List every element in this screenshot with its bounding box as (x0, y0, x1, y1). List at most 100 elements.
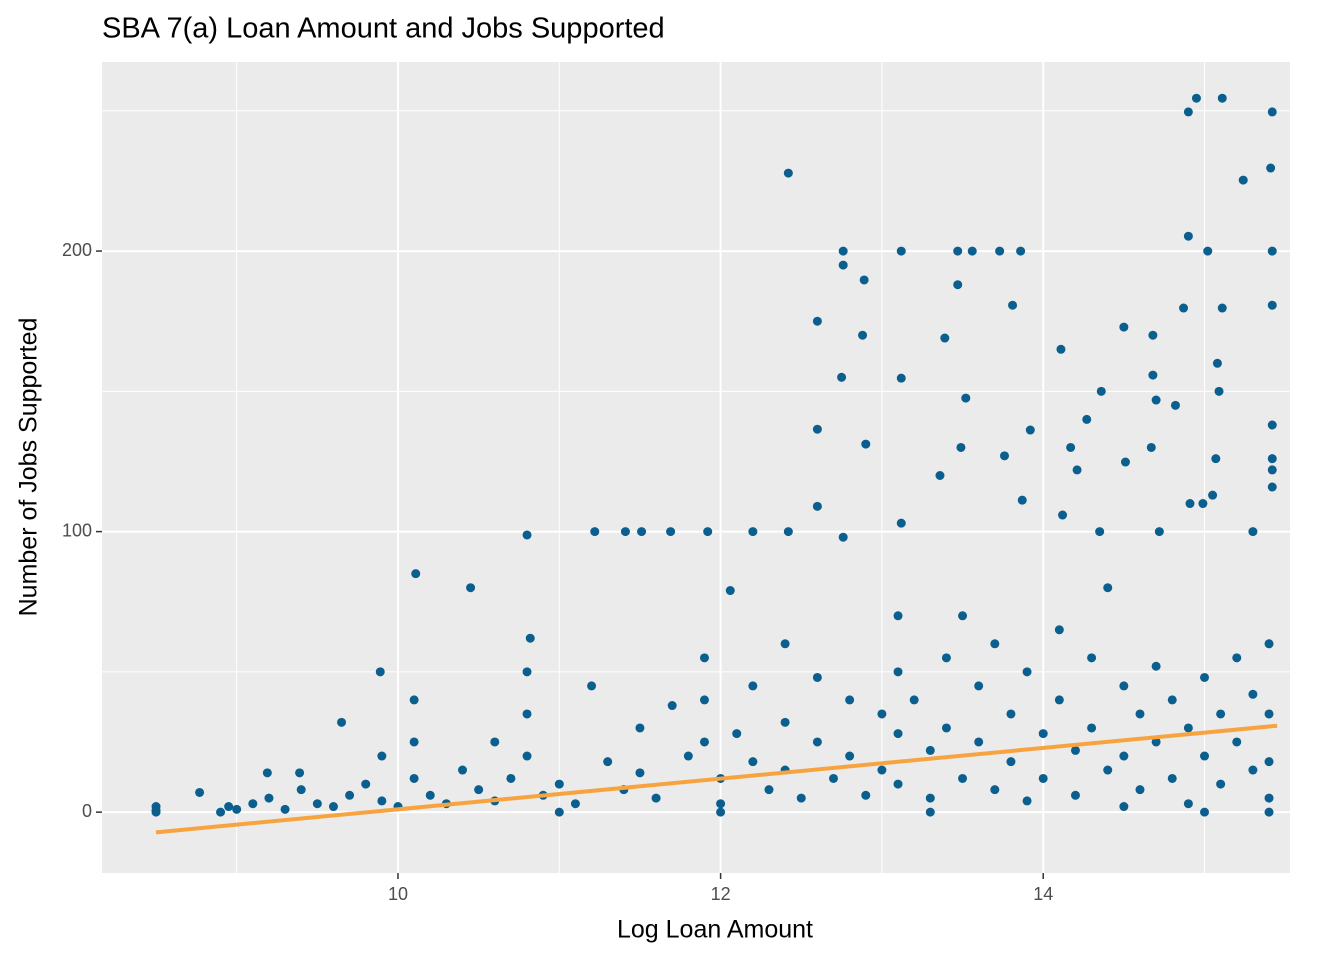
point (522, 530, 532, 540)
point (812, 672, 822, 682)
point (635, 723, 645, 733)
y-axis-label: Number of Jobs Supported (15, 318, 43, 617)
point (877, 709, 887, 719)
point (748, 757, 758, 767)
point (151, 802, 161, 812)
point (587, 681, 597, 691)
point (893, 729, 903, 739)
point (1216, 709, 1226, 719)
point (1264, 793, 1274, 803)
point (1267, 482, 1277, 492)
point (958, 773, 968, 783)
point (295, 768, 305, 778)
point (280, 804, 290, 814)
point (764, 785, 774, 795)
point (1022, 796, 1032, 806)
point (1151, 395, 1161, 405)
point (1267, 107, 1277, 117)
point (1248, 765, 1258, 775)
point (748, 527, 758, 537)
point (1151, 661, 1161, 671)
point (1135, 709, 1145, 719)
point (1191, 93, 1201, 103)
point (1008, 300, 1018, 310)
point (796, 793, 806, 803)
point (1070, 745, 1080, 755)
point (224, 802, 234, 812)
point (893, 611, 903, 621)
point (1054, 695, 1064, 705)
point (458, 765, 468, 775)
point (1198, 499, 1208, 509)
point (1119, 802, 1129, 812)
point (377, 751, 387, 761)
point (732, 729, 742, 739)
point (1072, 465, 1082, 475)
point (361, 779, 371, 789)
point (812, 424, 822, 434)
point (812, 737, 822, 747)
point (1167, 695, 1177, 705)
point (1264, 757, 1274, 767)
point (909, 695, 919, 705)
point (522, 751, 532, 761)
point (232, 804, 242, 814)
point (328, 802, 338, 812)
point (1119, 681, 1129, 691)
point (1200, 672, 1210, 682)
point (1038, 729, 1048, 739)
point (474, 785, 484, 795)
point (1087, 653, 1097, 663)
point (195, 787, 205, 797)
point (1103, 765, 1113, 775)
point (699, 653, 709, 663)
point (893, 667, 903, 677)
x-tick-label: 14 (1033, 884, 1053, 904)
point (1054, 625, 1064, 635)
point (838, 260, 848, 270)
point (345, 790, 355, 800)
point (1087, 723, 1097, 733)
point (859, 275, 869, 285)
point (1179, 303, 1189, 313)
point (1200, 751, 1210, 761)
point (409, 773, 419, 783)
point (409, 737, 419, 747)
point (1267, 246, 1277, 256)
point (699, 737, 709, 747)
point (896, 518, 906, 528)
point (312, 799, 322, 809)
point (838, 532, 848, 542)
point (1238, 175, 1248, 185)
point (1232, 653, 1242, 663)
point (1016, 246, 1026, 256)
point (925, 807, 935, 817)
point (1214, 386, 1224, 396)
point (941, 653, 951, 663)
point (1264, 709, 1274, 719)
point (845, 695, 855, 705)
point (1183, 107, 1193, 117)
point (1148, 330, 1158, 340)
x-tick-label: 10 (388, 884, 408, 904)
point (703, 527, 713, 537)
point (1103, 583, 1113, 593)
point (1151, 737, 1161, 747)
point (1248, 527, 1258, 537)
point (1006, 757, 1016, 767)
point (783, 168, 793, 178)
y-tick-label: 200 (62, 240, 92, 260)
point (953, 246, 963, 256)
point (1217, 93, 1227, 103)
point (1248, 689, 1258, 699)
point (1066, 442, 1076, 452)
point (1170, 400, 1180, 410)
point (829, 773, 839, 783)
point (1082, 414, 1092, 424)
point (620, 527, 630, 537)
point (490, 737, 500, 747)
point (1025, 425, 1035, 435)
point (812, 316, 822, 326)
point (216, 807, 226, 817)
